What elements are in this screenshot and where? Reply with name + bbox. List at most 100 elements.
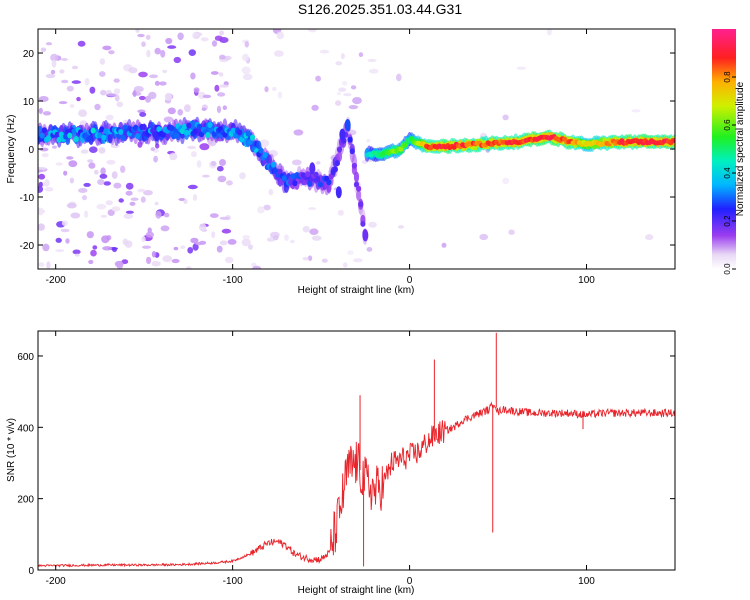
noise-blob xyxy=(273,235,279,241)
noise-blob xyxy=(217,175,227,183)
noise-blob xyxy=(108,50,115,55)
ridge-feature xyxy=(309,162,316,175)
noise-blob xyxy=(98,147,106,154)
frequency-ridge xyxy=(38,116,675,246)
noise-blob xyxy=(367,58,377,63)
ridge-segment xyxy=(181,123,188,130)
ridge-segment xyxy=(245,130,251,137)
x-tick-label: -200 xyxy=(46,576,66,587)
noise-blob xyxy=(171,258,180,264)
noise-blob xyxy=(217,92,226,97)
noise-blob xyxy=(302,225,310,233)
noise-blob xyxy=(396,73,402,82)
noise-blob xyxy=(219,30,225,36)
noise-blob xyxy=(150,147,156,152)
snr-frame xyxy=(37,330,676,571)
noise-blob xyxy=(96,203,107,210)
noise-blob xyxy=(190,237,199,244)
ridge-segment xyxy=(179,128,185,135)
noise-blob xyxy=(137,33,145,38)
ridge-segment xyxy=(351,162,357,169)
ridge-segment xyxy=(237,129,243,136)
snr-y-label: SNR (10 * v/v) xyxy=(6,418,17,482)
snr-series-line xyxy=(38,401,675,568)
noise-blob xyxy=(187,247,194,254)
ridge-segment xyxy=(192,128,198,135)
ridge-segment xyxy=(349,148,355,155)
noise-blob xyxy=(66,202,77,209)
ridge-segment xyxy=(307,180,313,187)
noise-blob xyxy=(343,93,352,97)
noise-blob xyxy=(88,162,96,169)
noise-blob xyxy=(173,246,179,251)
noise-blob xyxy=(516,66,527,70)
noise-blob xyxy=(315,75,321,82)
noise-blob xyxy=(100,89,107,96)
noise-blobs xyxy=(38,29,654,269)
ridge-segment xyxy=(198,131,205,138)
noise-blob xyxy=(65,238,70,244)
noise-blob xyxy=(337,209,344,216)
noise-blob xyxy=(69,177,74,184)
noise-blob xyxy=(111,171,118,179)
noise-blob xyxy=(55,162,63,166)
ridge-segment xyxy=(173,132,179,139)
spectrogram-x-label: Height of straight line (km) xyxy=(298,285,415,296)
noise-blob xyxy=(44,179,50,187)
noise-blob xyxy=(199,223,207,232)
colorbar-ticks: 0.0 0.2 0.4 0.6 0.8 xyxy=(723,71,736,275)
noise-blob xyxy=(103,181,111,186)
noise-blob xyxy=(63,170,68,176)
noise-blob xyxy=(631,109,641,113)
ridge-segment xyxy=(672,138,675,144)
noise-blob xyxy=(353,258,363,263)
noise-blob xyxy=(71,80,82,84)
spectrogram-y-label: Frequency (Hz) xyxy=(6,115,17,184)
noise-blob xyxy=(135,29,140,33)
noise-blob xyxy=(70,212,81,219)
ridge-segment xyxy=(336,151,343,162)
noise-blob xyxy=(113,88,121,95)
noise-blob xyxy=(252,265,262,269)
noise-blob xyxy=(183,199,188,204)
noise-blob xyxy=(368,221,377,228)
noise-blob xyxy=(129,201,136,206)
ridge-segment xyxy=(356,190,362,201)
ridge-segment xyxy=(332,166,338,173)
noise-blob xyxy=(184,104,191,113)
noise-blob xyxy=(274,50,284,57)
ridge-segment xyxy=(67,132,73,139)
noise-blob xyxy=(192,243,199,251)
noise-blob xyxy=(192,31,200,40)
noise-blob xyxy=(38,262,45,267)
noise-blob xyxy=(219,84,229,88)
noise-blob xyxy=(187,184,198,190)
noise-blob xyxy=(81,195,88,201)
ridge-segment xyxy=(73,136,79,143)
y-tick-label: 0 xyxy=(28,566,34,577)
ridge-segment xyxy=(190,120,196,131)
ridge-segment xyxy=(86,136,92,142)
ridge-segment xyxy=(169,125,175,132)
figure-title: S126.2025.351.03.44.G31 xyxy=(298,1,462,17)
noise-blob xyxy=(149,74,158,79)
noise-blob xyxy=(479,233,489,241)
noise-blob xyxy=(50,53,59,62)
ridge-feature xyxy=(335,186,342,199)
noise-blob xyxy=(340,53,345,60)
noise-blob xyxy=(219,240,228,246)
noise-blob xyxy=(164,92,173,101)
noise-blob xyxy=(219,216,230,220)
noise-blob xyxy=(210,71,219,75)
noise-blob xyxy=(55,249,65,253)
colorbar-tick-label: 0.6 xyxy=(723,119,732,131)
ridge-segment xyxy=(156,126,162,133)
noise-blob xyxy=(118,198,124,203)
noise-blob xyxy=(123,213,134,219)
noise-blob xyxy=(335,100,342,106)
ridge-segment xyxy=(288,179,294,186)
noise-blob xyxy=(272,86,277,92)
noise-blob xyxy=(41,153,49,158)
colorbar-tick-label: 0.0 xyxy=(723,263,732,275)
noise-blob xyxy=(341,81,348,86)
